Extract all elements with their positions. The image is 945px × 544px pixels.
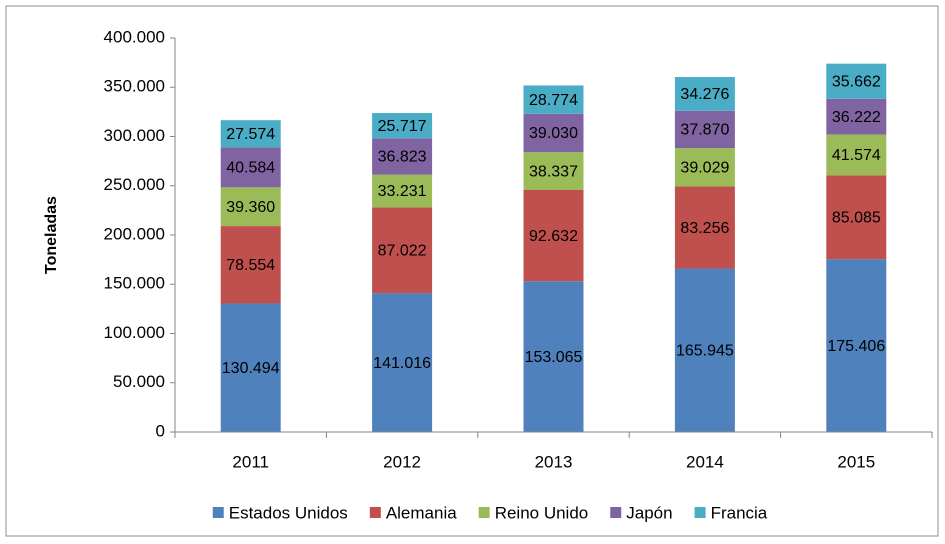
data-label: 36.222 [832, 109, 881, 126]
legend-swatch [212, 507, 224, 518]
bar-segment [523, 113, 584, 153]
data-label: 130.494 [222, 360, 280, 377]
data-label: 39.029 [680, 160, 729, 177]
bar-segment [826, 175, 887, 260]
bar-segment [674, 148, 735, 187]
data-label: 33.231 [378, 183, 427, 200]
x-tick-label: 2013 [535, 452, 573, 471]
bar-segment [523, 281, 584, 432]
y-tick-label: 150.000 [104, 274, 165, 293]
bar-segment [372, 138, 433, 175]
data-label: 34.276 [680, 86, 729, 103]
y-tick-label: 50.000 [113, 372, 165, 391]
bar-segment [523, 85, 584, 114]
x-tick-label: 2015 [837, 452, 875, 471]
chart-border [5, 5, 939, 537]
y-axis-label: Toneladas [43, 196, 60, 274]
bar-segment [826, 134, 887, 176]
data-label: 38.337 [529, 163, 578, 180]
data-label: 27.574 [226, 126, 275, 143]
x-tick-label: 2014 [686, 452, 724, 471]
y-tick-label: 250.000 [104, 175, 165, 194]
data-label: 35.662 [832, 73, 881, 90]
data-label: 92.632 [529, 228, 578, 245]
data-label: 83.256 [680, 220, 729, 237]
bar-segment [220, 187, 281, 227]
legend-label: Francia [711, 503, 768, 522]
bar-segment [372, 113, 433, 139]
data-label: 175.406 [827, 338, 885, 355]
bar-segment [674, 186, 735, 269]
legend-swatch [369, 507, 381, 518]
data-label: 40.584 [226, 160, 275, 177]
bar-segment [220, 226, 281, 304]
data-label: 85.085 [832, 210, 881, 227]
data-label: 37.870 [680, 122, 729, 139]
bar-segment [220, 147, 281, 188]
bar-segment [674, 110, 735, 149]
bar-segment [674, 268, 735, 432]
legend-label: Reino Unido [495, 503, 589, 522]
data-label: 39.030 [529, 125, 578, 142]
legend-swatch [694, 507, 706, 518]
legend-label: Japón [626, 503, 672, 522]
data-label: 28.774 [529, 92, 578, 109]
bar-segment [826, 259, 887, 432]
bar-segment [523, 189, 584, 282]
x-tick-label: 2011 [232, 452, 269, 471]
y-tick-label: 200.000 [104, 224, 165, 243]
y-tick-label: 0 [156, 421, 165, 440]
data-label: 25.717 [378, 118, 427, 135]
data-label: 39.360 [226, 199, 275, 216]
data-label: 165.945 [676, 342, 734, 359]
bar-segment [372, 174, 433, 208]
data-label: 141.016 [373, 355, 431, 372]
bar-segment [220, 303, 281, 432]
bar-segment [826, 98, 887, 135]
legend-swatch [478, 507, 490, 518]
x-tick-label: 2012 [383, 452, 421, 471]
y-tick-label: 350.000 [104, 77, 165, 96]
legend-swatch [610, 507, 622, 518]
y-tick-label: 400.000 [104, 27, 165, 46]
bar-segment [674, 77, 735, 111]
data-label: 78.554 [226, 257, 275, 274]
y-tick-label: 300.000 [104, 126, 165, 145]
data-label: 87.022 [378, 242, 427, 259]
bar-segment [372, 207, 433, 294]
data-label: 41.574 [832, 147, 881, 164]
bar-segment [372, 293, 433, 432]
bar-segment [220, 120, 281, 148]
bar-segment [523, 152, 584, 190]
y-tick-label: 100.000 [104, 323, 165, 342]
bar-segment [826, 63, 887, 99]
data-label: 153.065 [525, 349, 583, 366]
legend-label: Alemania [386, 503, 457, 522]
legend-label: Estados Unidos [229, 503, 348, 522]
data-label: 36.823 [378, 149, 427, 166]
